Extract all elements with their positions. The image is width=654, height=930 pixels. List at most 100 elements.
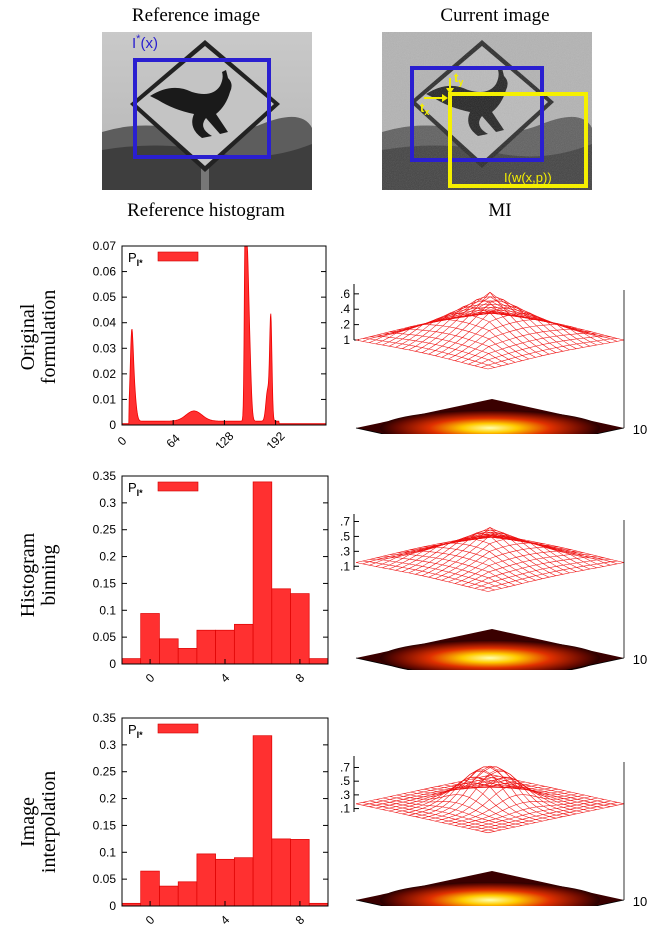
histogram-bar bbox=[178, 882, 197, 906]
histogram-bar bbox=[122, 659, 141, 664]
histogram-binning-chart: 0 0.05 0.1 0.15 0.2 0.25 0.3 0.35 0 4 8 PI* bbox=[60, 466, 340, 688]
y-tick-label: 0.06 bbox=[93, 265, 117, 279]
legend: PI* bbox=[128, 722, 198, 740]
warped-box-label: I(w(x,p)) bbox=[504, 170, 552, 185]
mesh-line bbox=[417, 533, 549, 577]
y-tick-label: 0.35 bbox=[93, 711, 117, 725]
image-interpolation-chart: 0 0.05 0.1 0.15 0.2 0.25 0.3 0.35 0 4 8 PI* bbox=[60, 708, 340, 930]
title-reference-histogram: Reference histogram bbox=[96, 200, 316, 222]
histogram-bar bbox=[291, 594, 310, 664]
z-tick-label: 0.5 bbox=[340, 774, 350, 788]
histogram-bar bbox=[309, 659, 328, 664]
ty-tick-label: 10 bbox=[633, 422, 647, 434]
z-tick-label: 1.2 bbox=[340, 318, 350, 332]
x-tick-label: 8 bbox=[293, 912, 308, 927]
mesh-line bbox=[389, 782, 525, 811]
z-tick-label: 0.5 bbox=[340, 529, 350, 543]
legend-label: PI* bbox=[128, 250, 143, 268]
z-tick-label: 1 bbox=[343, 333, 350, 347]
y-tick-label: 0.05 bbox=[93, 290, 117, 304]
z-tick-label: 0.3 bbox=[340, 788, 350, 802]
reference-image: I*(x) bbox=[102, 32, 312, 190]
z-tick-label: 0.7 bbox=[340, 760, 350, 774]
y-tick-label: 0.3 bbox=[99, 496, 116, 510]
histogram-bar bbox=[253, 482, 272, 664]
histogram-bar bbox=[178, 648, 197, 664]
y-tick-label: 0 bbox=[109, 657, 116, 671]
y-tick-label: 0.05 bbox=[93, 630, 117, 644]
histogram-bar bbox=[197, 630, 216, 664]
mesh-line bbox=[422, 528, 558, 576]
histogram-bar bbox=[234, 624, 253, 664]
mesh-line bbox=[424, 528, 556, 576]
mesh-line bbox=[410, 538, 542, 579]
mesh-line bbox=[442, 313, 578, 357]
x-tick-label: 0 bbox=[143, 912, 158, 927]
histogram-bar bbox=[160, 639, 179, 664]
histogram-bar bbox=[291, 839, 310, 906]
reference-box-label: I*(x) bbox=[132, 33, 158, 52]
x-tick-label: 4 bbox=[218, 912, 233, 927]
mesh-line bbox=[397, 795, 529, 825]
mesh-line bbox=[397, 319, 529, 359]
legend-swatch bbox=[158, 482, 198, 491]
mesh-line bbox=[390, 797, 522, 826]
heatmap-glow bbox=[380, 640, 600, 670]
mesh-line bbox=[458, 782, 590, 811]
mesh-line bbox=[376, 799, 508, 828]
histogram-bar bbox=[272, 839, 291, 906]
x-tick-label: 8 bbox=[293, 670, 308, 685]
row-label-image-interpolation: Image interpolation bbox=[18, 752, 62, 892]
histogram-bar bbox=[141, 614, 160, 665]
histogram-bar bbox=[253, 736, 272, 906]
histogram-bar bbox=[272, 589, 291, 664]
mesh-line bbox=[369, 313, 505, 342]
mi-mesh bbox=[356, 292, 624, 369]
mi-surface-interpolation: 0.10.30.50.7-10010-10010tx (px)ty (px) bbox=[340, 748, 650, 906]
legend: PI* bbox=[128, 250, 198, 268]
y-tick-label: 0.07 bbox=[93, 239, 117, 253]
mi-mesh bbox=[356, 528, 624, 592]
title-mi: MI bbox=[440, 200, 560, 222]
legend: PI* bbox=[128, 480, 198, 498]
y-tick-label: 0 bbox=[109, 418, 116, 432]
title-reference-image: Reference image bbox=[106, 5, 286, 27]
y-tick-label: 0.01 bbox=[93, 392, 117, 406]
histogram-bar bbox=[197, 854, 216, 906]
current-image: tx ty I(w(x,p)) bbox=[382, 32, 592, 190]
legend-label: PI* bbox=[128, 480, 143, 498]
legend-swatch bbox=[158, 252, 198, 261]
histogram-bar bbox=[216, 630, 235, 664]
z-tick-label: 1.4 bbox=[340, 302, 350, 316]
heatmap-glow bbox=[380, 882, 600, 906]
mesh-line bbox=[431, 767, 563, 817]
heatmap-glow bbox=[380, 410, 600, 434]
histogram-bar bbox=[216, 859, 235, 906]
x-tick-label: 0 bbox=[143, 670, 158, 685]
y-tick-label: 0.2 bbox=[99, 550, 116, 564]
mi-surface-binning: 0.10.30.50.7-10010-10010tx (px)ty (px) bbox=[340, 506, 650, 670]
y-tick-label: 0.05 bbox=[93, 872, 117, 886]
x-tick-label: 64 bbox=[164, 431, 184, 448]
histogram-bar bbox=[141, 871, 160, 906]
y-tick-label: 0.1 bbox=[99, 603, 116, 617]
mesh-line bbox=[481, 561, 617, 590]
y-tick-label: 0.04 bbox=[93, 316, 117, 330]
x-tick-label: 192 bbox=[264, 429, 288, 448]
mesh-line bbox=[363, 561, 495, 590]
z-tick-label: 0.3 bbox=[340, 544, 350, 558]
y-tick-label: 0.15 bbox=[93, 576, 117, 590]
y-tick-label: 0 bbox=[109, 899, 116, 913]
ty-tick-label: 10 bbox=[633, 894, 647, 906]
y-tick-label: 0.25 bbox=[93, 523, 117, 537]
title-current-image: Current image bbox=[405, 5, 585, 27]
y-tick-label: 0.3 bbox=[99, 738, 116, 752]
y-tick-label: 0.03 bbox=[93, 341, 117, 355]
z-tick-label: 0.1 bbox=[340, 802, 350, 816]
legend-label: PI* bbox=[128, 722, 143, 740]
ty-tick-label: 10 bbox=[633, 652, 647, 667]
reference-histogram-chart: 00.010.020.030.040.050.060.070 64 128 192PI… bbox=[60, 236, 340, 448]
x-tick-label: 0 bbox=[115, 433, 130, 448]
y-tick-label: 0.1 bbox=[99, 845, 116, 859]
z-tick-label: 1.6 bbox=[340, 287, 350, 301]
